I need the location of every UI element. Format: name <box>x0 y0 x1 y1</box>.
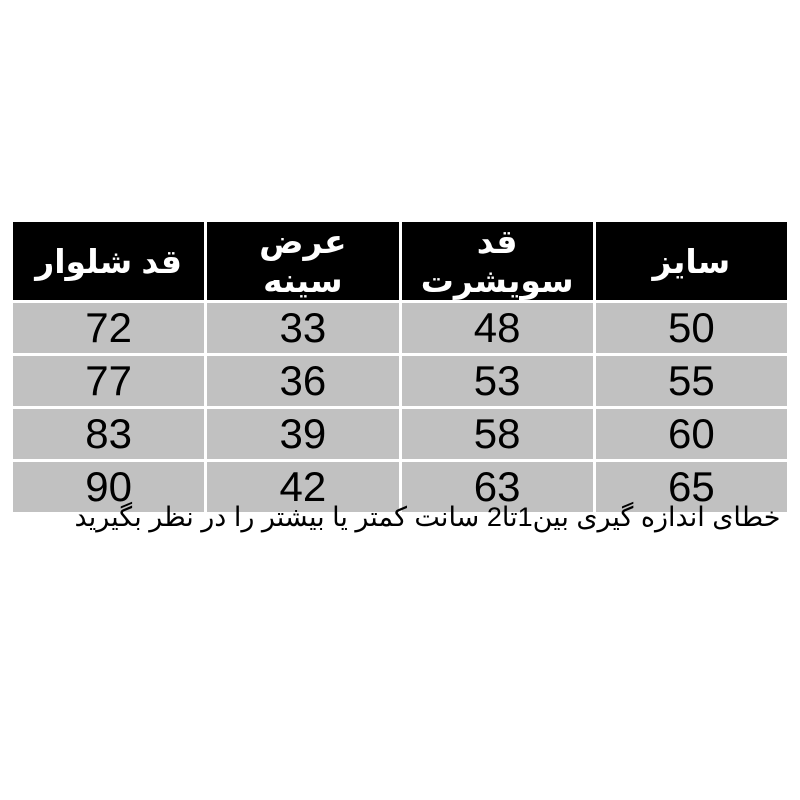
cell-sweatshirt-length: 63 <box>401 462 593 512</box>
header-row: سایز قد سویشرت عرض سینه قد شلوار <box>13 222 787 300</box>
table-row: 55 53 36 77 <box>13 356 787 406</box>
cell-chest-width: 36 <box>207 356 399 406</box>
table-row: 50 48 33 72 <box>13 303 787 353</box>
cell-chest-width: 39 <box>207 409 399 459</box>
cell-size: 50 <box>595 303 787 353</box>
cell-size: 65 <box>595 462 787 512</box>
cell-size: 55 <box>595 356 787 406</box>
cell-pants-length: 72 <box>13 303 205 353</box>
cell-size: 60 <box>595 409 787 459</box>
column-header-size: سایز <box>595 222 787 300</box>
column-header-chest-width: عرض سینه <box>207 222 399 300</box>
measurement-note: خطای اندازه گیری بین1تا2 سانت کمتر یا بی… <box>74 502 781 532</box>
table-row: 65 63 42 90 <box>13 462 787 512</box>
column-header-sweatshirt-length: قد سویشرت <box>401 222 593 300</box>
column-header-pants-length: قد شلوار <box>13 222 205 300</box>
cell-pants-length: 90 <box>13 462 205 512</box>
size-table: سایز قد سویشرت عرض سینه قد شلوار 50 48 3… <box>10 219 790 515</box>
cell-pants-length: 77 <box>13 356 205 406</box>
cell-chest-width: 33 <box>207 303 399 353</box>
table-row: 60 58 39 83 <box>13 409 787 459</box>
cell-chest-width: 42 <box>207 462 399 512</box>
cell-pants-length: 83 <box>13 409 205 459</box>
cell-sweatshirt-length: 58 <box>401 409 593 459</box>
cell-sweatshirt-length: 48 <box>401 303 593 353</box>
cell-sweatshirt-length: 53 <box>401 356 593 406</box>
